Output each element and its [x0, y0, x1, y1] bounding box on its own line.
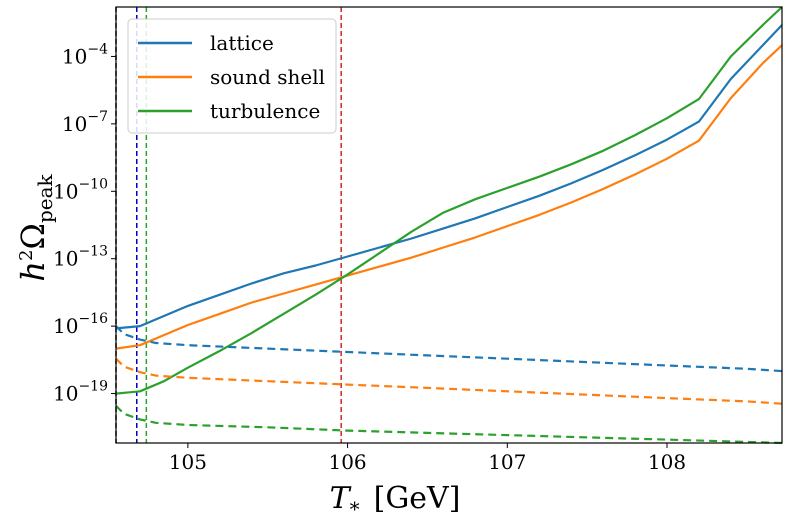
y-axis-label-prefix: h [14, 261, 52, 282]
series-line-lattice-dashed [115, 325, 783, 373]
y-axis-ticks: 10−19 10−16 10−13 10−10 10−7 10−4 [53, 41, 116, 406]
series-line-turbulence-dashed [115, 405, 783, 445]
series-line-sound-shell-dashed [115, 357, 783, 405]
x-tick-label: 107 [488, 450, 526, 474]
x-tick-label: 106 [328, 450, 366, 474]
legend-box [127, 18, 337, 134]
x-axis-label-sub: * [350, 497, 360, 521]
y-tick-label: 10−16 [53, 311, 108, 338]
x-tick-label: 108 [648, 450, 686, 474]
x-axis-ticks: 105 106 107 108 [169, 443, 686, 474]
x-axis-label-unit: [GeV] [374, 481, 461, 516]
series-lines [115, 6, 783, 445]
y-tick-label: 10−4 [62, 41, 108, 68]
plot-frame [115, 6, 783, 444]
legend-label: turbulence [210, 99, 320, 123]
y-axis-label: h2Ωpeak [14, 173, 57, 281]
y-axis-label-symbol: Ω [14, 223, 52, 250]
y-tick-label: 10−10 [53, 176, 108, 203]
x-tick-label: 105 [169, 450, 207, 474]
x-axis-label: T* [GeV] [330, 481, 461, 521]
series-line-lattice [115, 24, 783, 330]
legend-label: sound shell [210, 65, 325, 89]
y-axis-label-sub: peak [33, 173, 57, 223]
y-tick-label: 10−7 [62, 109, 108, 136]
y-axis-label-sup: 2 [16, 250, 37, 261]
y-tick-label: 10−19 [53, 379, 108, 406]
y-tick-label: 10−13 [53, 244, 108, 271]
x-axis-label-symbol: T [330, 481, 352, 516]
legend-label: lattice [210, 31, 274, 55]
series-line-sound-shell [115, 44, 783, 350]
legend: lattice sound shell turbulence [127, 18, 337, 134]
series-line-turbulence [115, 6, 783, 395]
